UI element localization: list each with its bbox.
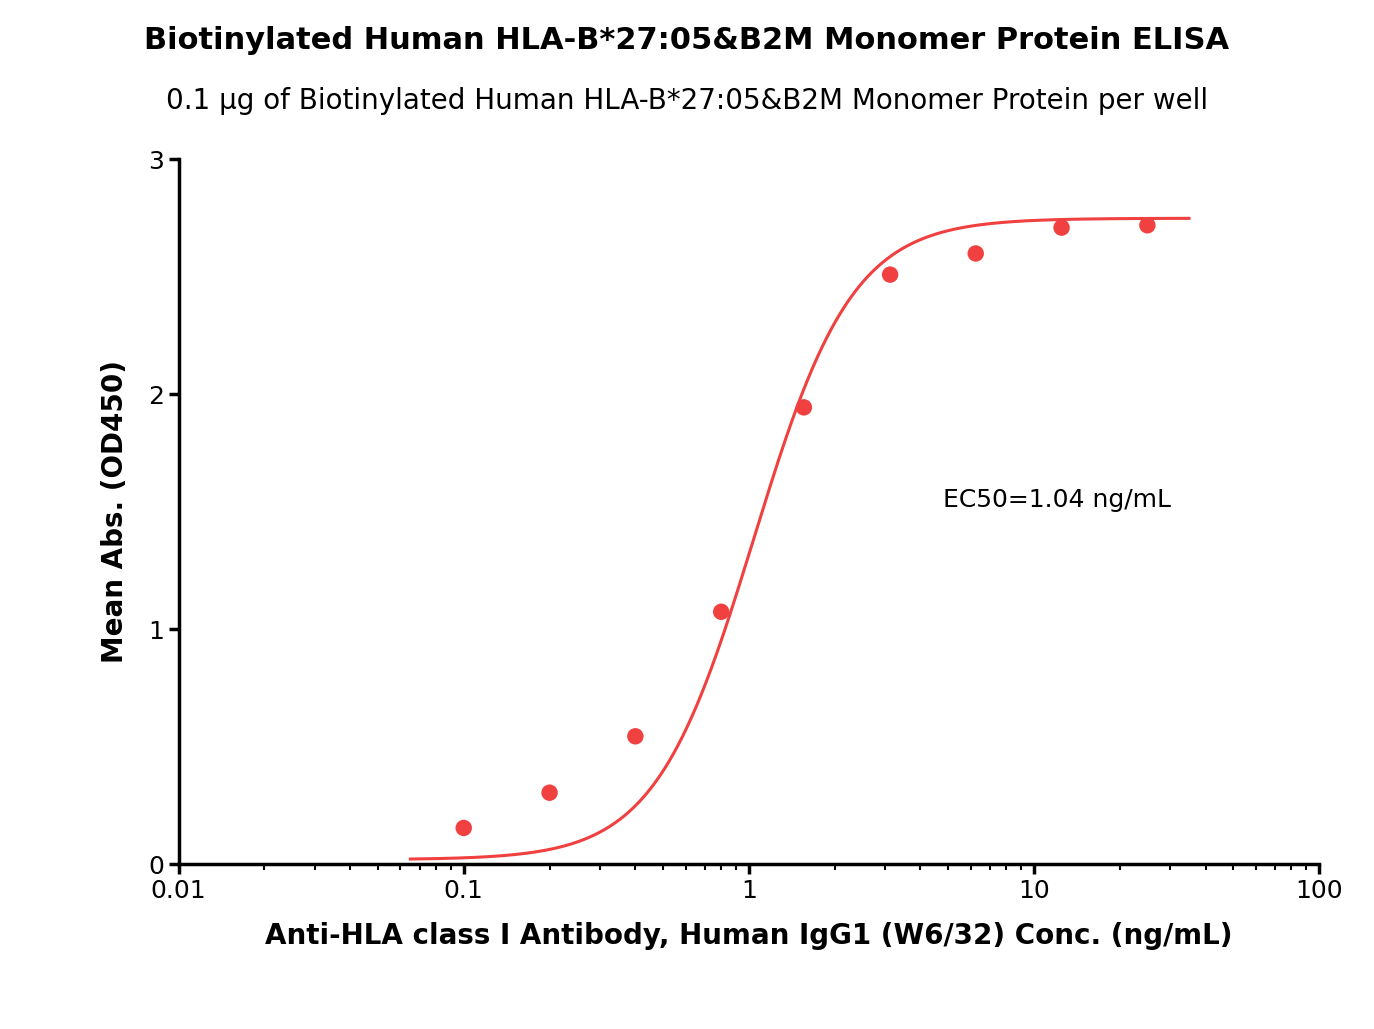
Text: EC50=1.04 ng/mL: EC50=1.04 ng/mL: [943, 488, 1171, 512]
Text: 0.1 μg of Biotinylated Human HLA-B*27:05&B2M Monomer Protein per well: 0.1 μg of Biotinylated Human HLA-B*27:05…: [166, 87, 1208, 115]
Point: [624, 729, 646, 745]
Point: [965, 245, 987, 261]
Point: [539, 784, 561, 801]
Point: [1136, 217, 1158, 234]
Point: [1051, 219, 1073, 236]
Point: [453, 820, 475, 837]
Point: [793, 399, 815, 416]
Point: [879, 267, 901, 283]
Point: [710, 604, 732, 620]
X-axis label: Anti-HLA class I Antibody, Human IgG1 (W6/32) Conc. (ng/mL): Anti-HLA class I Antibody, Human IgG1 (W…: [265, 922, 1232, 951]
Y-axis label: Mean Abs. (OD450): Mean Abs. (OD450): [100, 360, 129, 664]
Text: Biotinylated Human HLA-B*27:05&B2M Monomer Protein ELISA: Biotinylated Human HLA-B*27:05&B2M Monom…: [144, 26, 1230, 55]
